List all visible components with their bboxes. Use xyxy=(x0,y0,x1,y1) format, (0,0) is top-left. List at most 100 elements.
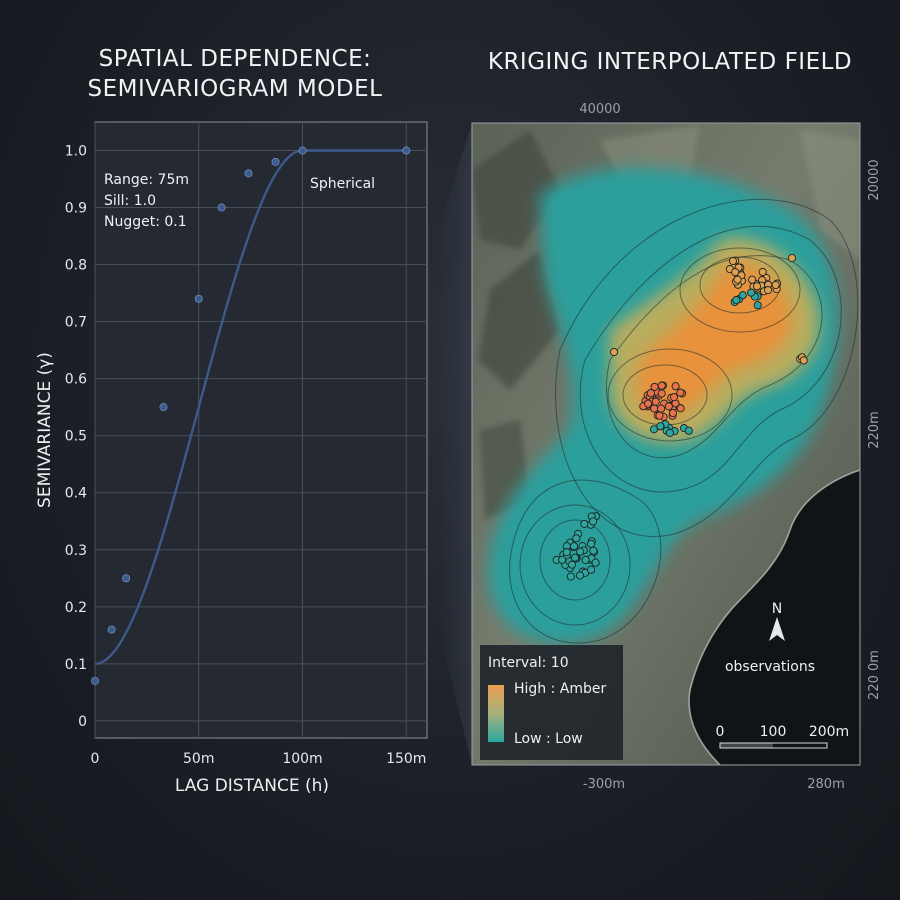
observation-point-37 xyxy=(671,382,680,391)
observation-point-26 xyxy=(664,402,673,411)
observation-point-79 xyxy=(748,275,757,284)
observation-point-44 xyxy=(665,428,674,437)
observations-label: observations xyxy=(725,659,815,675)
coastline xyxy=(688,469,860,765)
observation-point-21 xyxy=(676,404,685,413)
observation-point-82 xyxy=(738,291,747,300)
scale-label-200: 200m xyxy=(809,724,849,740)
y-tick-label-5: 0.5 xyxy=(65,429,87,445)
observation-point-34 xyxy=(657,404,666,413)
observation-point-19 xyxy=(668,408,678,418)
observation-point-122 xyxy=(562,548,571,557)
data-point-2 xyxy=(122,574,131,583)
semivariogram-ticks: 0 0.1 0.2 0.3 0.4 0.5 0.6 0.7 0.8 0.9 1.0 0 50m 100m 1… xyxy=(65,144,427,767)
observation-point-35 xyxy=(657,389,666,398)
data-point-8 xyxy=(298,146,307,155)
observation-point-77 xyxy=(771,280,780,290)
y-tick-label-6: 0.6 xyxy=(65,372,87,388)
observation-point-20 xyxy=(650,404,659,413)
observation-point-110 xyxy=(587,539,596,548)
y-tick-label-3: 0.3 xyxy=(65,543,87,559)
observation-point-38 xyxy=(676,388,685,397)
north-label: N xyxy=(772,601,782,617)
spherical-model-curve xyxy=(94,149,407,666)
observation-point-127 xyxy=(580,519,589,528)
data-point-4 xyxy=(194,294,203,303)
legend-high: High : Amber xyxy=(514,681,607,697)
observation-point-76 xyxy=(763,286,773,295)
x-axis-label: LAG DISTANCE (h) xyxy=(175,776,329,796)
semivariogram-title-line1: SPATIAL DEPENDENCE: xyxy=(98,46,372,72)
y-tick-label-7: 0.7 xyxy=(65,315,87,331)
annotation-sill: Sill: 1.0 xyxy=(104,193,156,209)
map-bottom-tick-right: 280m xyxy=(807,777,844,792)
observation-point-130 xyxy=(609,347,619,357)
data-point-6 xyxy=(244,169,253,178)
observation-point-54 xyxy=(728,256,738,266)
scale-label-0: 0 xyxy=(716,724,725,740)
observation-point-121 xyxy=(576,547,585,556)
observation-point-48 xyxy=(649,425,659,434)
observation-point-105 xyxy=(575,571,585,580)
observation-point-81 xyxy=(753,301,762,310)
data-point-3 xyxy=(159,403,168,412)
north-arrow-icon xyxy=(769,617,785,641)
map-field xyxy=(472,123,860,765)
observation-point-123 xyxy=(567,560,577,569)
observation-point-111 xyxy=(581,555,590,564)
data-point-9 xyxy=(402,146,411,155)
y-tick-label-0: 0 xyxy=(78,714,87,730)
legend-box: Interval: 10 High : Amber Low : Low xyxy=(480,645,623,760)
observation-point-27 xyxy=(651,397,660,406)
sea xyxy=(689,470,860,765)
observation-point-49 xyxy=(656,422,665,431)
y-tick-label-4: 0.4 xyxy=(65,486,87,502)
observation-point-78 xyxy=(752,282,762,291)
observation-point-24 xyxy=(646,389,655,398)
scale-label-100: 100 xyxy=(760,724,787,740)
legend-color-bar xyxy=(488,685,504,742)
y-tick-label-1: 0.1 xyxy=(65,657,87,673)
observation-point-86 xyxy=(732,296,741,305)
annotation-nugget: Nugget: 0.1 xyxy=(104,214,187,230)
amber-field xyxy=(636,262,792,419)
observation-point-129 xyxy=(589,517,598,526)
legend-interval: Interval: 10 xyxy=(488,655,569,671)
observation-point-33 xyxy=(644,399,653,408)
observation-point-30 xyxy=(669,393,679,402)
semivariogram-curve-layer xyxy=(94,149,407,666)
map-right-tick-1: 20000 xyxy=(867,159,882,200)
data-point-7 xyxy=(271,157,280,166)
semivariogram-grid xyxy=(94,122,427,738)
map-top-tick: 40000 xyxy=(579,102,620,117)
observation-point-90 xyxy=(799,356,808,365)
observation-point-60 xyxy=(731,268,740,277)
kriging-title: KRIGING INTERPOLATED FIELD xyxy=(487,49,853,75)
observation-point-124 xyxy=(572,534,581,543)
observation-point-102 xyxy=(589,546,598,555)
y-tick-label-8: 0.8 xyxy=(65,258,87,274)
x-tick-label-1: 50m xyxy=(183,751,214,767)
observation-point-119 xyxy=(570,553,580,562)
x-tick-label-3: 150m xyxy=(386,751,426,767)
data-point-0 xyxy=(91,676,100,685)
observation-point-87 xyxy=(747,288,756,297)
contour-lines xyxy=(509,199,859,644)
map-frame xyxy=(471,122,861,766)
observation-point-63 xyxy=(733,275,742,284)
map-right-tick-3: 220 0m xyxy=(867,650,882,700)
observation-point-47 xyxy=(684,426,693,435)
observation-point-99 xyxy=(569,542,579,551)
y-tick-label-10: 1.0 xyxy=(65,144,87,160)
annotation-range: Range: 75m xyxy=(104,172,189,188)
semivariogram-title-line2: SEMIVARIOGRAM MODEL xyxy=(87,76,383,102)
scale-bar: 0 100 200m xyxy=(716,724,849,749)
observation-point-29 xyxy=(650,382,659,391)
connector-beam xyxy=(432,123,472,765)
observation-point-131 xyxy=(787,253,797,263)
map-right-tick-2: 220m xyxy=(867,411,882,448)
semivariogram-points xyxy=(91,146,411,685)
observation-point-116 xyxy=(558,555,567,564)
